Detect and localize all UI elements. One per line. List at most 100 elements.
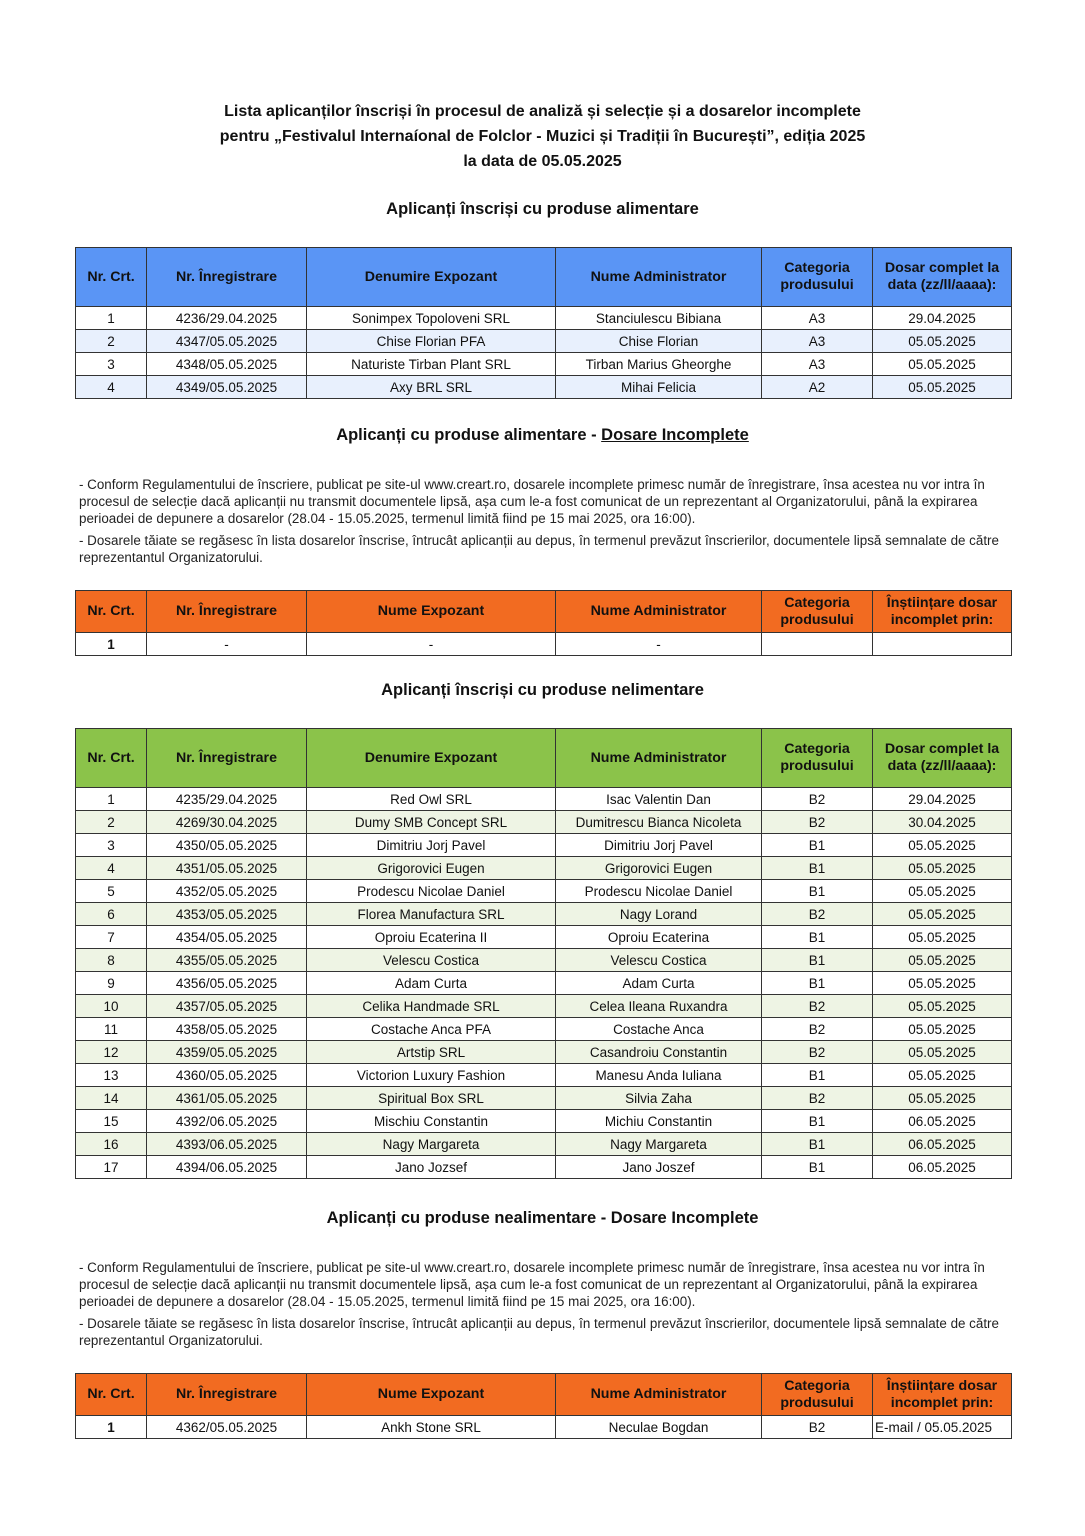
- table-cell: B1: [761, 1132, 873, 1156]
- table-cell: 29.04.2025: [872, 306, 1012, 330]
- column-header: Nr. Înregistrare: [146, 247, 307, 307]
- table-cell: Victorion Luxury Fashion: [306, 1063, 556, 1087]
- table-food: Nr. Crt. Nr. Înregistrare Denumire Expozan…: [75, 247, 1012, 399]
- table-cell: 14: [75, 1086, 147, 1110]
- note-2: - Dosarele tăiate se regăsesc în lista d…: [79, 533, 999, 565]
- table-cell: 4235/29.04.2025: [146, 787, 307, 811]
- header-row: Nr. Crt. Nr. Înregistrare Nume Expozant Num…: [75, 590, 1012, 633]
- table-cell: Casandroiu Constantin: [555, 1040, 762, 1064]
- table-cell: 4353/05.05.2025: [146, 902, 307, 926]
- table-cell: 05.05.2025: [872, 329, 1012, 353]
- table-cell: 4350/05.05.2025: [146, 833, 307, 857]
- table-cell: 4236/29.04.2025: [146, 306, 307, 330]
- table-cell: Artstip SRL: [306, 1040, 556, 1064]
- table-row: 2 4347/05.05.2025 Chise Florian PFA Chise F…: [75, 329, 1012, 353]
- table-cell: 05.05.2025: [872, 833, 1012, 857]
- table-cell: Oproiu Ecaterina: [555, 925, 762, 949]
- column-header: Nr. Înregistrare: [146, 728, 307, 788]
- table-cell: 4354/05.05.2025: [146, 925, 307, 949]
- column-header: Nr. Crt.: [75, 1373, 147, 1416]
- heading-food-incomplete-underlined: Dosare Incomplete: [601, 426, 749, 444]
- table-cell: -: [146, 632, 307, 656]
- table-cell: Oproiu Ecaterina II: [306, 925, 556, 949]
- table-cell: Silvia Zaha: [555, 1086, 762, 1110]
- table-cell: 4355/05.05.2025: [146, 948, 307, 972]
- table-cell: Dimitriu Jorj Pavel: [306, 833, 556, 857]
- table-cell: B2: [761, 902, 873, 926]
- table-cell: 1: [75, 787, 147, 811]
- table-cell: Dumy SMB Concept SRL: [306, 810, 556, 834]
- column-header: Dosar complet la data (zz/ll/aaaa):: [872, 247, 1012, 307]
- table-cell: 1: [75, 306, 147, 330]
- table-cell: B1: [761, 856, 873, 880]
- table-cell: 06.05.2025: [872, 1132, 1012, 1156]
- table-cell: Spiritual Box SRL: [306, 1086, 556, 1110]
- table-cell: Chise Florian: [555, 329, 762, 353]
- table-cell: -: [555, 632, 762, 656]
- note-1: - Conform Regulamentului de înscriere, p…: [79, 1260, 985, 1309]
- table-row: 1 4362/05.05.2025 Ankh Stone SRL Neculae Bo…: [75, 1415, 1012, 1439]
- table-cell: Red Owl SRL: [306, 787, 556, 811]
- table-cell: B2: [761, 1086, 873, 1110]
- column-header: Înștiințare dosar incomplet prin:: [872, 590, 1012, 633]
- table-cell: 4357/05.05.2025: [146, 994, 307, 1018]
- table-cell: 10: [75, 994, 147, 1018]
- header-row: Nr. Crt. Nr. Înregistrare Denumire Expozan…: [75, 247, 1012, 307]
- table-cell: B1: [761, 1155, 873, 1179]
- column-header: Înștiințare dosar incomplet prin:: [872, 1373, 1012, 1416]
- heading-food-incomplete-prefix: Aplicanți cu produse alimentare -: [336, 426, 602, 444]
- column-header: Nume Administrator: [555, 1373, 762, 1416]
- table-cell: 05.05.2025: [872, 856, 1012, 880]
- heading-nonfood-incomplete: Aplicanți cu produse nealimentare - Dosa…: [326, 1209, 759, 1227]
- table-cell: B1: [761, 925, 873, 949]
- column-header: Categoria produsului: [761, 1373, 873, 1416]
- column-header: Nume Expozant: [306, 590, 556, 633]
- table-cell: 3: [75, 352, 147, 376]
- table-row: 10 4357/05.05.2025 Celika Handmade SRL Cele…: [75, 994, 1012, 1018]
- table-cell: Jano Jozsef: [306, 1155, 556, 1179]
- table-cell: Michiu Constantin: [555, 1109, 762, 1133]
- table-cell: B2: [761, 810, 873, 834]
- table-cell: 4: [75, 375, 147, 399]
- table-cell: 15: [75, 1109, 147, 1133]
- column-header: Denumire Expozant: [306, 728, 556, 788]
- table-cell: 06.05.2025: [872, 1155, 1012, 1179]
- table-cell: B1: [761, 879, 873, 903]
- header-row: Nr. Crt. Nr. Înregistrare Nume Expozant Num…: [75, 1373, 1012, 1416]
- table-cell: Velescu Costica: [555, 948, 762, 972]
- table-cell: 13: [75, 1063, 147, 1087]
- note-1: - Conform Regulamentului de înscriere, p…: [79, 477, 985, 526]
- table-cell: 4392/06.05.2025: [146, 1109, 307, 1133]
- table-cell: [761, 632, 873, 656]
- table-cell: 11: [75, 1017, 147, 1041]
- table-row: 1 4235/29.04.2025 Red Owl SRL Isac Valentin…: [75, 787, 1012, 811]
- table-cell: 05.05.2025: [872, 1063, 1012, 1087]
- table-cell: Prodescu Nicolae Daniel: [555, 879, 762, 903]
- table-cell: 05.05.2025: [872, 352, 1012, 376]
- table-row: 9 4356/05.05.2025 Adam Curta Adam Curta B1 05…: [75, 971, 1012, 995]
- table-cell: 12: [75, 1040, 147, 1064]
- table-cell: Dumitrescu Bianca Nicoleta: [555, 810, 762, 834]
- table-row: 3 4350/05.05.2025 Dimitriu Jorj Pavel Dimit…: [75, 833, 1012, 857]
- table-cell: 4359/05.05.2025: [146, 1040, 307, 1064]
- column-header: Nr. Înregistrare: [146, 1373, 307, 1416]
- table-cell: A3: [761, 329, 873, 353]
- table-row: 4 4351/05.05.2025 Grigorovici Eugen Grigoro…: [75, 856, 1012, 880]
- table-cell: 4: [75, 856, 147, 880]
- table-cell: Nagy Lorand: [555, 902, 762, 926]
- table-cell: B1: [761, 971, 873, 995]
- table-cell: 4362/05.05.2025: [146, 1415, 307, 1439]
- table-cell: 16: [75, 1132, 147, 1156]
- table-cell: 1: [75, 632, 147, 656]
- heading-nonfood: Aplicanți înscriși cu produse nelimentar…: [381, 681, 704, 699]
- table-row: 15 4392/06.05.2025 Mischiu Constantin Michi…: [75, 1109, 1012, 1133]
- table-row: 12 4359/05.05.2025 Artstip SRL Casandroiu C…: [75, 1040, 1012, 1064]
- table-cell: 2: [75, 810, 147, 834]
- table-cell: B1: [761, 1063, 873, 1087]
- table-cell: Isac Valentin Dan: [555, 787, 762, 811]
- table-cell: 6: [75, 902, 147, 926]
- table-cell: 4360/05.05.2025: [146, 1063, 307, 1087]
- table-row: 8 4355/05.05.2025 Velescu Costica Velescu C…: [75, 948, 1012, 972]
- title-line-1: Lista aplicanților înscriși în procesul …: [224, 103, 861, 120]
- table-cell: B2: [761, 1017, 873, 1041]
